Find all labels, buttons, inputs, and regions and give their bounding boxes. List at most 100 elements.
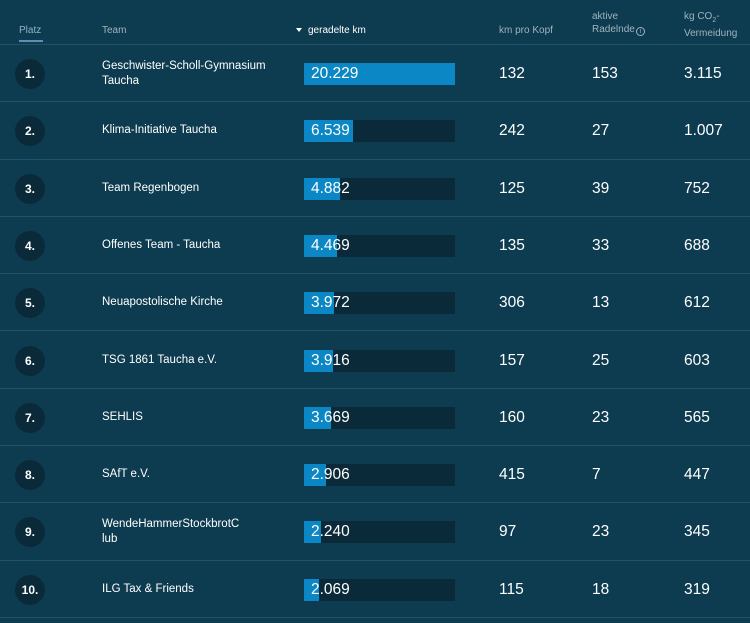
- team-name: Geschwister-Scholl-Gymnasium Taucha: [102, 59, 277, 89]
- km-value: 20.229: [311, 65, 359, 82]
- co2-value: 1.007: [684, 122, 723, 140]
- km-bar-fill: [304, 120, 353, 143]
- km-per-capita-value: 135: [499, 236, 525, 254]
- table-row[interactable]: 7. SEHLIS 3.669 160 23 565: [0, 389, 750, 447]
- km-value: 3.972: [311, 294, 350, 312]
- team-name-line1: Neuapostolische Kirche: [102, 296, 223, 309]
- team-name-line2: lub: [102, 533, 118, 546]
- column-header-aktive-radelnde[interactable]: aktive Radelnde i: [592, 10, 645, 36]
- km-per-capita-value: 306: [499, 294, 525, 312]
- team-name: WendeHammerStockbrotC lub: [102, 517, 277, 547]
- km-bar-fill: [304, 464, 326, 487]
- rank-badge: 5.: [15, 288, 45, 319]
- active-riders-value: 39: [592, 179, 610, 197]
- team-name-line1: Klima-Initiative Taucha: [102, 124, 217, 137]
- team-name-line1: ILG Tax & Friends: [102, 582, 194, 595]
- km-bar-track: 2.069: [304, 578, 455, 601]
- km-bar-track: 4.882: [304, 177, 455, 200]
- rank-badge: 4.: [15, 230, 45, 261]
- km-bar-track: 6.539: [304, 120, 455, 143]
- km-value: 4.882: [311, 179, 350, 197]
- table-header: Platz Team geradelte km km pro Kopf akti…: [0, 0, 750, 45]
- rank-badge: 10.: [15, 574, 45, 605]
- active-riders-value: 153: [592, 65, 618, 82]
- km-bar-fill: [304, 63, 455, 85]
- km-bar-track: 3.916: [304, 349, 455, 372]
- km-bar-track: 4.469: [304, 234, 455, 257]
- active-riders-value: 25: [592, 351, 610, 369]
- km-bar-fill: [304, 521, 321, 544]
- table-row[interactable]: 9. WendeHammerStockbrotC lub 2.240 97 23 345: [0, 503, 750, 561]
- rank-badge: 3.: [15, 173, 45, 204]
- co2-value: 688: [684, 236, 710, 254]
- table-row[interactable]: 2. Klima-Initiative Taucha 6.539 242 27 1.007: [0, 102, 750, 160]
- rank-badge: 9.: [15, 517, 45, 548]
- table-row[interactable]: 8. SAfT e.V. 2.906 415 7 447: [0, 446, 750, 504]
- active-riders-value: 23: [592, 523, 610, 541]
- column-header-platz[interactable]: Platz: [19, 25, 42, 36]
- info-icon[interactable]: i: [635, 27, 645, 36]
- column-header-team[interactable]: Team: [102, 25, 127, 36]
- active-riders-value: 23: [592, 408, 610, 426]
- active-riders-value: 27: [592, 122, 610, 140]
- co2-value: 603: [684, 351, 710, 369]
- km-value: 6.539: [311, 122, 350, 140]
- km-bar-track: 3.972: [304, 292, 455, 315]
- active-riders-value: 7: [592, 466, 601, 484]
- km-bar-track: 20.229: [304, 63, 455, 85]
- table-row[interactable]: 3. Team Regenbogen 4.882 125 39 752: [0, 160, 750, 217]
- table-row[interactable]: 6. TSG 1861 Taucha e.V. 3.916 157 25 603: [0, 332, 750, 389]
- km-value: 3.669: [311, 408, 350, 426]
- rank-badge: 1.: [15, 59, 45, 89]
- km-value: 2.069: [311, 580, 350, 598]
- km-bar-fill: [304, 349, 333, 372]
- column-header-co2-vermeidung[interactable]: kg CO2- Vermeidung: [684, 10, 737, 40]
- team-name-line1: WendeHammerStockbrotC: [102, 518, 240, 531]
- rank-badge: 7.: [15, 402, 45, 433]
- co2-value: 447: [684, 466, 710, 484]
- column-header-aktive-line1: aktive: [592, 11, 619, 22]
- column-header-aktive-line2: Radelnde i: [592, 23, 645, 36]
- table-row[interactable]: 1. Geschwister-Scholl-Gymnasium Taucha 20.2…: [0, 45, 750, 103]
- sort-desc-icon: [296, 28, 302, 32]
- team-name: SAfT e.V.: [102, 467, 277, 482]
- rank-badge: 8.: [15, 460, 45, 491]
- km-bar-fill: [304, 406, 331, 429]
- active-riders-value: 18: [592, 580, 610, 598]
- km-per-capita-value: 97: [499, 523, 517, 541]
- team-name-line1: SEHLIS: [102, 410, 143, 423]
- km-per-capita-value: 415: [499, 466, 525, 484]
- km-per-capita-value: 115: [499, 580, 524, 598]
- km-bar-track: 2.906: [304, 464, 455, 487]
- team-name: ILG Tax & Friends: [102, 582, 277, 597]
- table-row[interactable]: 4. Offenes Team - Taucha 4.469 135 33 688: [0, 217, 750, 275]
- co2-value: 612: [684, 294, 710, 312]
- km-bar-track: 3.669: [304, 406, 455, 429]
- km-bar-track: 2.240: [304, 521, 455, 544]
- team-name-line2: Taucha: [102, 75, 140, 87]
- table-row[interactable]: 10. ILG Tax & Friends 2.069 115 18 319: [0, 561, 750, 618]
- co2-value: 752: [684, 179, 710, 197]
- team-name: Neuapostolische Kirche: [102, 295, 277, 310]
- team-name: Offenes Team - Taucha: [102, 238, 277, 253]
- column-header-km-label: geradelte km: [308, 25, 366, 36]
- km-bar-fill: [304, 578, 319, 601]
- column-header-co2-line2: Vermeidung: [684, 28, 738, 39]
- column-header-km-pro-kopf[interactable]: km pro Kopf: [499, 25, 553, 36]
- km-bar-fill: [304, 234, 337, 257]
- km-per-capita-value: 160: [499, 408, 525, 426]
- team-name: TSG 1861 Taucha e.V.: [102, 353, 277, 368]
- team-name-line1: Team Regenbogen: [102, 181, 200, 194]
- km-per-capita-value: 157: [499, 351, 525, 369]
- km-value: 2.906: [311, 466, 350, 484]
- team-name-line1: TSG 1861 Taucha e.V.: [102, 353, 218, 366]
- column-header-co2-line1: kg CO2-: [684, 11, 720, 24]
- km-per-capita-value: 132: [499, 65, 525, 82]
- km-bar-fill: [304, 177, 340, 200]
- km-bar-fill: [304, 292, 334, 315]
- team-name: Team Regenbogen: [102, 181, 277, 196]
- table-row[interactable]: 5. Neuapostolische Kirche 3.972 306 13 612: [0, 274, 750, 332]
- column-header-km[interactable]: geradelte km: [296, 24, 366, 37]
- rank-badge: 6.: [15, 345, 45, 376]
